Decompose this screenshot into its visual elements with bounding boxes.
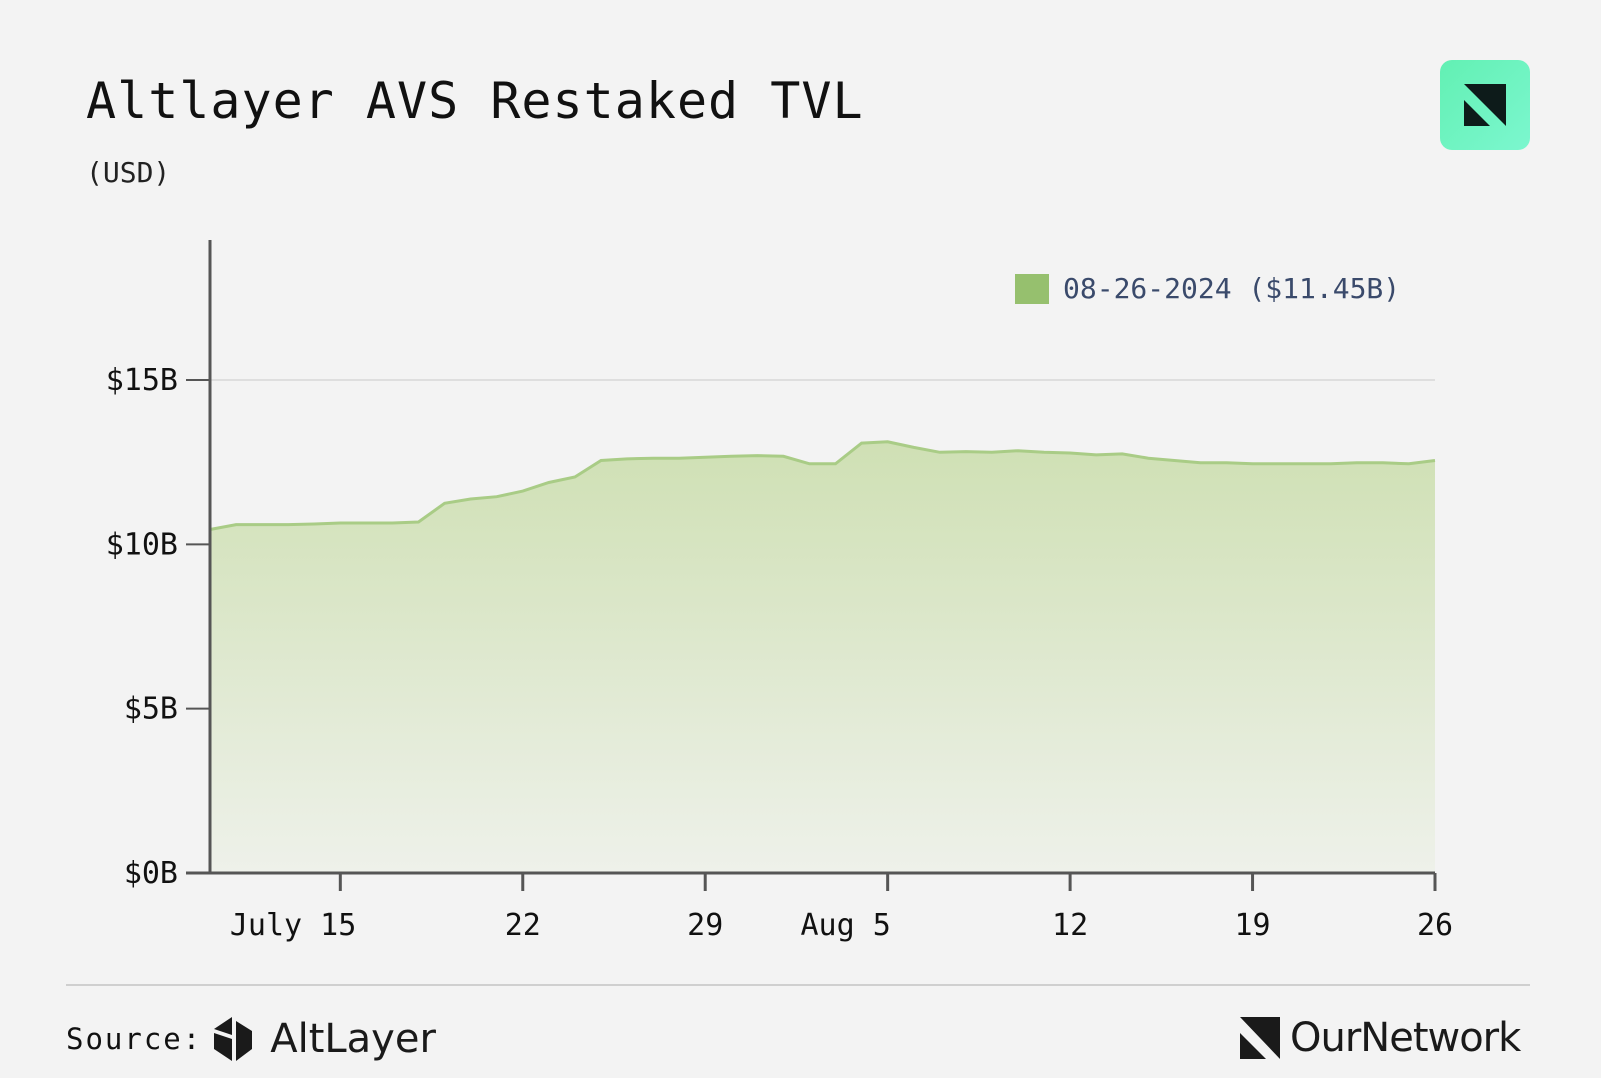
x-tick-label: July 15 xyxy=(230,908,356,943)
legend-swatch xyxy=(1015,273,1049,304)
x-tick-label: 26 xyxy=(1417,908,1453,943)
x-tick-label: 22 xyxy=(505,908,541,943)
footer-brand: OurNetwork xyxy=(1240,1015,1521,1061)
ournetwork-badge xyxy=(1440,60,1530,150)
y-tick-label: $0B xyxy=(124,856,178,891)
source-label: Source: xyxy=(66,1022,203,1056)
ournetwork-logo-icon xyxy=(1464,84,1506,126)
series-line xyxy=(209,440,1436,531)
x-tick-label: 12 xyxy=(1052,908,1088,943)
y-tick-label: $10B xyxy=(106,527,178,562)
chart-legend: 08-26-2024 ($11.45B) xyxy=(1015,272,1400,305)
legend-label: 08-26-2024 ($11.45B) xyxy=(1063,272,1401,305)
x-tick-label: 19 xyxy=(1234,908,1270,943)
y-tick-label: $15B xyxy=(106,363,178,398)
x-tick-label: 29 xyxy=(687,908,723,943)
area-fill xyxy=(210,441,1435,873)
area-chart: $0B $5B $10B $15B July 15 22 29 Aug 5 12 19 26 xyxy=(106,240,1453,943)
chart-title: Altlayer AVS Restaked TVL xyxy=(86,72,864,130)
source-attribution: Source: AltLayer xyxy=(66,1015,436,1063)
footer-brand-name: OurNetwork xyxy=(1290,1015,1521,1061)
x-tick-label: Aug 5 xyxy=(801,908,891,943)
y-tick-label: $5B xyxy=(124,692,178,727)
chart-subtitle: (USD) xyxy=(86,156,171,189)
ournetwork-logo-icon xyxy=(1240,1017,1280,1059)
footer-divider xyxy=(66,984,1530,986)
altlayer-logo-icon xyxy=(214,1017,253,1061)
source-name: AltLayer xyxy=(270,1016,436,1062)
